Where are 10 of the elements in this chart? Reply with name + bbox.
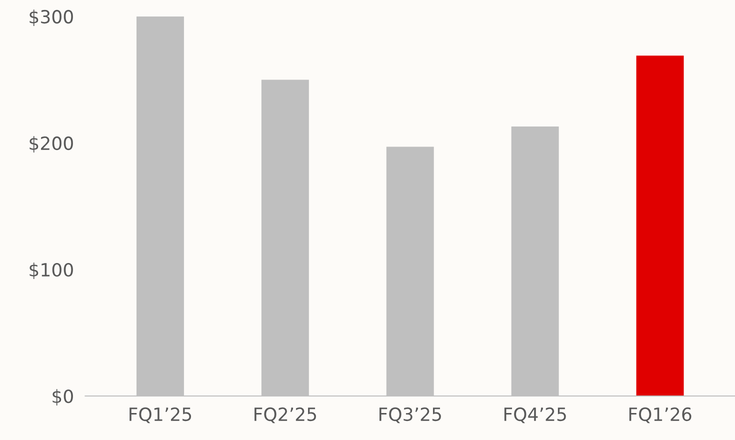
y-tick-label: $200	[30, 136, 73, 152]
x-tick-label: FQ3’25	[380, 407, 441, 424]
x-tick-label: FQ1’25	[130, 407, 192, 424]
x-tick-label: FQ1’26	[629, 407, 692, 424]
y-tick-label: $0	[52, 389, 73, 406]
x-tick-label: FQ2’25	[254, 407, 316, 424]
y-tick-label: $100	[30, 262, 73, 279]
bar	[636, 56, 684, 396]
y-tick-label: $300	[30, 10, 73, 26]
x-tick-label: FQ4’25	[504, 407, 566, 424]
